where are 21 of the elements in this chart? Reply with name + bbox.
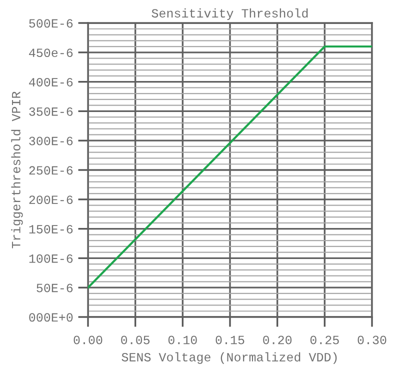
y-tick-label: 400E-6 xyxy=(29,78,73,86)
y-tick-label: 250E-6 xyxy=(29,166,73,175)
y-tick-label: 000E+0 xyxy=(29,313,73,322)
y-tick-label: 50E-6 xyxy=(36,284,73,292)
y-tick-label: 300E-6 xyxy=(29,136,73,146)
y-tick-label: 500E-6 xyxy=(29,19,73,28)
y-tick-label: 350E-6 xyxy=(29,107,73,116)
x-tick-label: 0.30 xyxy=(358,336,386,344)
x-tick-label: 0.15 xyxy=(216,336,244,344)
x-tick-label: 0.25 xyxy=(310,336,339,344)
y-axis-title: Triggerthreshold VPIR xyxy=(11,92,23,248)
x-tick-label: 0.20 xyxy=(263,336,292,344)
y-tick-label: 100E-6 xyxy=(29,254,73,263)
x-tick-label: 0.05 xyxy=(121,336,150,344)
y-tick-label: 200E-6 xyxy=(29,196,73,204)
x-axis-title: SENS Voltage (Normalized VDD) xyxy=(122,352,337,364)
x-tick-label: 0.00 xyxy=(74,336,102,344)
y-tick-label: 450e-6 xyxy=(29,48,73,58)
x-tick-label: 0.10 xyxy=(168,336,197,344)
y-tick-label: 150E-6 xyxy=(29,224,73,234)
chart-title: Sensitivity Threshold xyxy=(152,8,308,20)
